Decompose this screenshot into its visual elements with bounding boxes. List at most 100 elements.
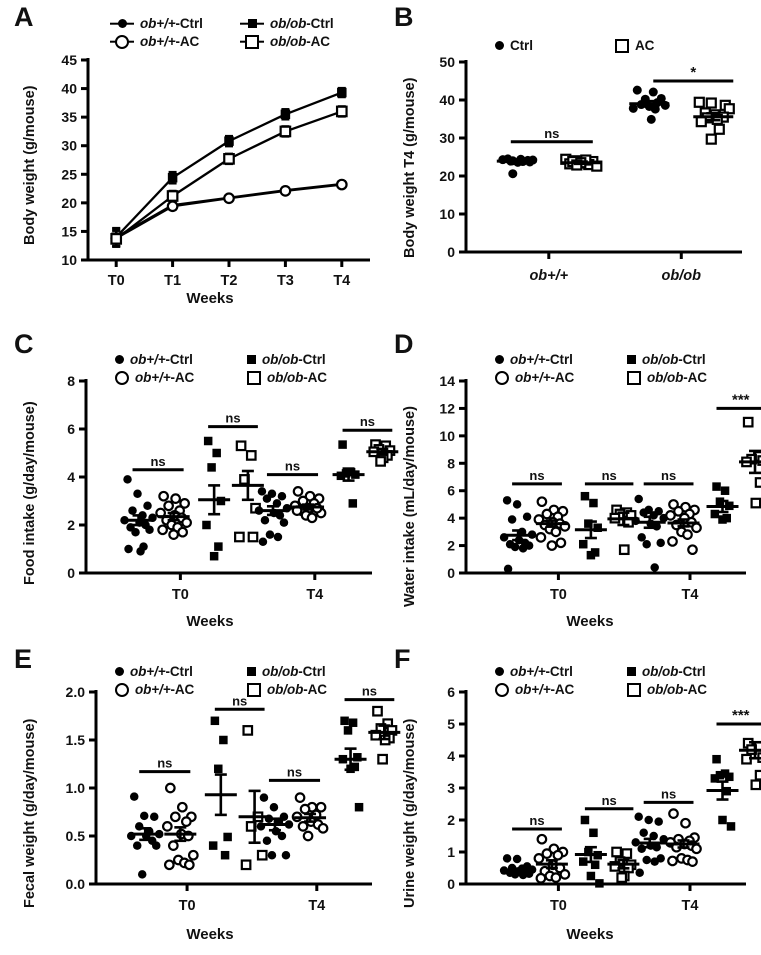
data-point — [546, 540, 558, 551]
data-point — [508, 169, 518, 179]
series-line — [228, 113, 286, 143]
y-tick-label: 4 — [447, 510, 455, 526]
data-point — [552, 849, 564, 861]
open-square-icon — [247, 682, 261, 697]
data-point — [593, 523, 602, 532]
data-point — [203, 436, 213, 446]
legend-label: ob/ob-AC — [267, 370, 327, 385]
data-point — [705, 133, 717, 145]
legend-label: ob+/+-Ctrl — [130, 664, 193, 679]
panel-d-legend: ob+/+-Ctrl ob/ob-Ctrl ob+/+-AC ob/ob-AC — [495, 352, 707, 388]
y-tick-label: 50 — [439, 54, 455, 70]
group-ob+/+-AC — [560, 153, 603, 172]
data-point — [176, 801, 188, 813]
data-point — [642, 539, 651, 549]
data-point — [742, 416, 754, 428]
series-ob+/+-Ctrl — [111, 179, 347, 247]
data-point — [648, 87, 658, 97]
data-point — [181, 517, 192, 528]
data-point — [639, 828, 648, 838]
data-point — [235, 440, 247, 452]
legend-item-ob-ob-ctrl: ob/ob-Ctrl — [247, 352, 326, 367]
data-point — [377, 753, 388, 765]
data-point — [723, 103, 735, 115]
legend-label: ob+/+-Ctrl — [510, 664, 573, 679]
data-point — [590, 860, 600, 870]
annotations: ns ns ns ns — [139, 684, 395, 782]
panel-a-legend: ob+/+-Ctrl ob/ob-Ctrl ob+/+-AC ob/ob-AC — [110, 16, 334, 52]
data-point — [338, 440, 347, 449]
data-point — [137, 870, 147, 879]
y-tick-label: 2 — [447, 812, 455, 828]
data-point — [279, 125, 292, 138]
data-point — [280, 109, 291, 120]
x-tick-label: T0 — [550, 898, 567, 914]
data-point — [354, 802, 364, 812]
data-point — [292, 486, 304, 497]
filled-square-icon — [247, 667, 256, 676]
y-tick-label: 15 — [61, 223, 77, 239]
panel-a-xlabel: Weeks — [186, 290, 234, 307]
open-square-icon — [627, 682, 641, 697]
legend-label-obpp-ac: ob+/+-AC — [140, 34, 200, 49]
data-point — [337, 87, 347, 98]
data-point — [668, 499, 679, 510]
data-point — [275, 511, 285, 520]
panel-c-legend: ob+/+-Ctrl ob/ob-Ctrl ob+/+-AC ob/ob-AC — [115, 352, 327, 388]
data-point — [343, 726, 353, 735]
data-point — [750, 497, 761, 509]
y-tick-label: 40 — [439, 92, 455, 108]
filled-circle-icon — [495, 41, 504, 50]
data-point — [718, 815, 727, 825]
data-point — [720, 486, 730, 495]
legend-item-obpp-ac: ob+/+-AC — [110, 34, 240, 49]
legend-item-ob-ctrl: ob+/+-Ctrl — [495, 664, 627, 679]
data-point — [212, 448, 221, 458]
legend-label: ob/ob-Ctrl — [262, 352, 326, 367]
data-point — [650, 857, 659, 866]
y-tick-label: 14 — [439, 373, 455, 389]
data-point — [224, 136, 234, 146]
legend-item-obpp-ctrl: ob+/+-Ctrl — [110, 16, 240, 31]
data-point — [187, 849, 199, 861]
panel-e-xlabel: Weeks — [186, 926, 234, 943]
group-T0-ob+/+-AC — [533, 496, 571, 551]
data-point — [277, 831, 287, 841]
legend-label: ob/ob-Ctrl — [262, 664, 326, 679]
y-tick-label: 1.0 — [66, 780, 86, 796]
panel-a-axes: 10 15 20 25 30 35 40 45 T0 T1 T2 T3 T4 — [61, 52, 370, 289]
y-tick-label: 35 — [61, 109, 77, 125]
significance-label: ns — [157, 756, 172, 771]
data-point — [644, 815, 653, 825]
data-point — [584, 519, 593, 528]
significance-label: ns — [529, 813, 544, 828]
svg-f-axes: 0 1 2 3 4 5 6 T0 T4 — [447, 684, 746, 914]
open-circle-icon — [495, 682, 509, 697]
data-point — [754, 477, 761, 488]
panel-a-plot: 10 15 20 25 30 35 40 45 T0 T1 T2 T3 T4 — [61, 52, 370, 289]
data-point — [693, 96, 705, 108]
data-point — [145, 525, 154, 535]
filled-circle-icon — [495, 355, 504, 364]
open-circle-icon — [115, 682, 129, 697]
y-tick-label: 4 — [447, 748, 455, 764]
group-T0-ob+/+-Ctrl — [499, 854, 537, 880]
data-point — [234, 531, 245, 543]
group-ob/ob-AC — [693, 96, 735, 145]
series-ob/ob-AC — [110, 105, 348, 248]
y-tick-label: 0 — [447, 876, 455, 892]
data-point — [294, 792, 306, 803]
data-point — [541, 508, 553, 520]
legend-item-obob-ac: ob/ob-AC — [240, 34, 330, 49]
filled-square-icon — [627, 667, 636, 676]
x-tick-label: T3 — [277, 273, 294, 289]
data-point — [522, 512, 532, 522]
legend-label: ob/ob-AC — [267, 682, 327, 697]
panel-f-plot: 0 1 2 3 4 5 6 T0 T4 ns ns ns *** — [447, 684, 761, 914]
series-line — [171, 140, 230, 179]
legend-item-ac: AC — [615, 38, 654, 53]
legend-label: ob+/+-Ctrl — [510, 352, 573, 367]
y-tick-label: 40 — [61, 81, 77, 97]
data-point — [621, 848, 633, 859]
x-tick-label: T4 — [682, 587, 699, 603]
